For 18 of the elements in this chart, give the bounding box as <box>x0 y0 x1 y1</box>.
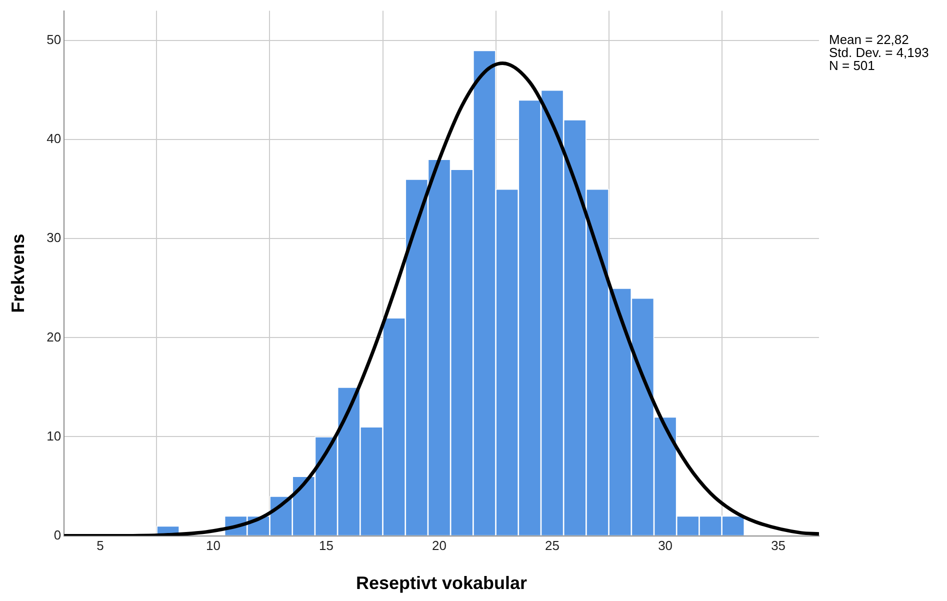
y-tick-label: 30 <box>46 230 62 246</box>
y-tick-label: 50 <box>46 32 62 48</box>
x-tick-label: 25 <box>545 538 560 554</box>
text: N = 501 <box>829 58 875 74</box>
y-tick-label: 0 <box>54 527 62 542</box>
x-tick-label: 35 <box>771 538 786 554</box>
x-tick-label: 30 <box>658 538 673 554</box>
x-tick-label: 5 <box>96 538 104 554</box>
text: Std. Dev. = 4,193 <box>829 45 929 60</box>
y-tick-label: 20 <box>46 329 62 344</box>
x-tick-label: 15 <box>319 538 334 554</box>
y-tick-label: 40 <box>46 131 62 146</box>
x-tick-label: 20 <box>432 538 447 554</box>
x-tick-label: 10 <box>206 538 220 554</box>
y-tick-label: 10 <box>46 428 62 444</box>
y-axis-title: Frekvens <box>8 234 28 313</box>
text: Mean = 22,82 <box>829 32 909 48</box>
x-axis-title: Reseptivt vokabular <box>356 573 528 594</box>
